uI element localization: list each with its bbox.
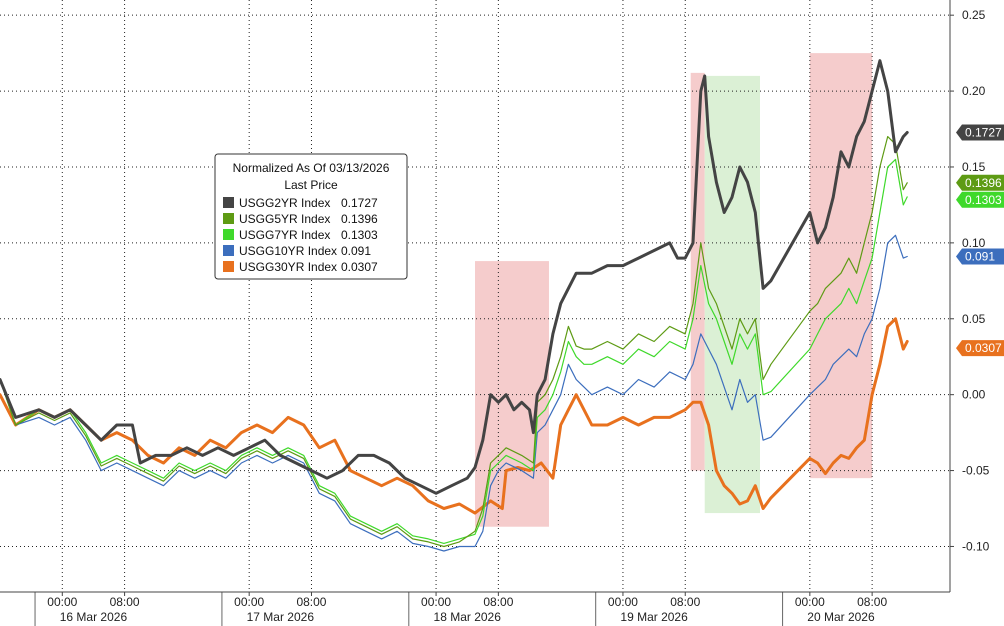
- legend-entry-usgg10yr-index: USGG10YR Index: [239, 244, 337, 258]
- last-value-label-usgg7yr-index: 0.1303: [965, 193, 1002, 207]
- legend-box: [214, 153, 408, 280]
- last-value-label-usgg30yr-index: 0.0307: [965, 341, 1002, 355]
- shaded-region-4: [809, 53, 873, 479]
- last-value-label-usgg10yr-index: 0.091: [965, 250, 995, 264]
- legend-entry-usgg30yr-index: USGG30YR Index: [239, 260, 337, 274]
- y-tick-label-4: 0.05: [962, 312, 986, 326]
- x-time-label-0: 00:00: [47, 595, 77, 609]
- y-tick-label-2: 0.15: [962, 160, 986, 174]
- legend-value-usgg10yr-index: 0.091: [341, 244, 371, 258]
- legend-value-usgg30yr-index: 0.0307: [341, 260, 378, 274]
- last-value-tags: 0.1727 0.1396 0.1303 0.091 0.0307: [956, 124, 1004, 357]
- x-time-label-9: 08:00: [857, 595, 887, 609]
- legend-entry-usgg2yr-index: USGG2YR Index: [239, 196, 330, 210]
- x-time-label-6: 00:00: [608, 595, 638, 609]
- x-time-label-8: 00:00: [795, 595, 825, 609]
- x-time-label-7: 08:00: [670, 595, 700, 609]
- series-line-usgg10yr-index: [0, 234, 908, 552]
- x-time-label-4: 00:00: [421, 595, 451, 609]
- x-date-label-4: 20 Mar 2026: [807, 610, 875, 624]
- legend-swatch-usgg30yr-index: [223, 261, 234, 272]
- x-date-label-0: 16 Mar 2026: [60, 610, 128, 624]
- x-axis: 00:00 08:00 00:00 08:00 00:00 08:00 00:00 08:00…: [47, 592, 887, 624]
- grid-lines: [0, 0, 951, 626]
- y-tick-label-6: -0.05: [962, 464, 990, 478]
- x-date-label-2: 18 Mar 2026: [434, 610, 502, 624]
- x-time-label-5: 08:00: [483, 595, 513, 609]
- legend-value-usgg5yr-index: 0.1396: [341, 212, 378, 226]
- legend-value-usgg2yr-index: 0.1727: [341, 196, 378, 210]
- y-tick-label-1: 0.20: [962, 84, 986, 98]
- series-line-usgg5yr-index: [0, 136, 908, 548]
- x-date-label-3: 19 Mar 2026: [620, 610, 688, 624]
- last-value-tag-usgg10yr-index: [956, 248, 1004, 265]
- legend-title-line2: Last Price: [284, 178, 338, 192]
- x-time-label-3: 08:00: [296, 595, 326, 609]
- y-tick-label-3: 0.10: [962, 236, 986, 250]
- legend-swatch-usgg7yr-index: [223, 229, 234, 240]
- last-value-label-usgg5yr-index: 0.1396: [965, 176, 1002, 190]
- last-value-tag-usgg7yr-index: [956, 191, 1004, 208]
- legend: Normalized As Of 03/13/2026 Last Price USG…: [214, 153, 408, 280]
- y-tick-label-5: 0.00: [962, 388, 986, 402]
- x-time-label-1: 08:00: [110, 595, 140, 609]
- x-date-label-1: 17 Mar 2026: [247, 610, 315, 624]
- x-time-label-2: 00:00: [234, 595, 264, 609]
- legend-swatch-usgg2yr-index: [223, 197, 234, 208]
- last-value-tag-usgg2yr-index: [956, 124, 1004, 141]
- shaded-region-3: [704, 75, 760, 514]
- y-tick-label-0: 0.25: [962, 8, 986, 22]
- last-value-label-usgg2yr-index: 0.1727: [965, 126, 1002, 140]
- legend-entry-usgg7yr-index: USGG7YR Index: [239, 228, 330, 242]
- y-axis: 0.25 0.20 0.15 0.10 0.05 0.00 -0.05 -0.10: [950, 8, 990, 553]
- series-line-usgg2yr-index: [0, 59, 909, 495]
- legend-swatch-usgg10yr-index: [223, 245, 234, 256]
- legend-title-line1: Normalized As Of 03/13/2026: [233, 161, 390, 175]
- last-value-tag-usgg30yr-index: [956, 340, 1004, 357]
- y-tick-label-7: -0.10: [962, 539, 990, 553]
- shaded-region-2: [690, 72, 705, 471]
- legend-swatch-usgg5yr-index: [223, 213, 234, 224]
- last-value-tag-usgg5yr-index: [956, 174, 1004, 191]
- series-line-usgg7yr-index: [0, 158, 908, 544]
- legend-entry-usgg5yr-index: USGG5YR Index: [239, 212, 330, 226]
- series-lines: [0, 59, 909, 552]
- legend-value-usgg7yr-index: 0.1303: [341, 228, 378, 242]
